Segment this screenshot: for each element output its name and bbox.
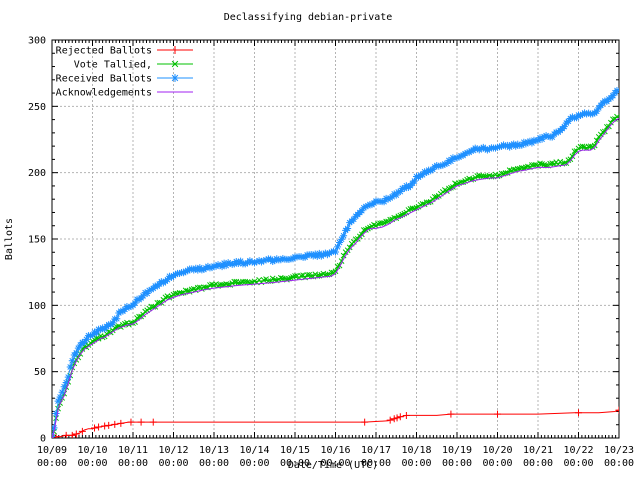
x-tick-label-date: 10/12 [158,445,188,456]
y-axis-label: Ballots [4,218,15,260]
legend-sample-marker-received [171,74,179,82]
x-tick-label-time: 00:00 [482,458,512,469]
legend-label-rejected: Rejected Ballots [56,46,152,57]
y-tick-label: 50 [34,367,46,378]
x-tick-label-date: 10/10 [77,445,107,456]
x-tick-label-time: 00:00 [442,458,472,469]
x-tick-label-date: 10/15 [280,445,310,456]
x-tick-label-date: 10/20 [482,445,512,456]
x-tick-label-date: 10/13 [199,445,229,456]
series-layer [52,86,619,438]
y-tick-label: 200 [28,168,46,179]
tick-marks [51,39,620,439]
tick-labels: 0 50 100 150 200 250 300 10/09 00:00 10/10 00:00 10… [28,36,634,470]
y-tick-label: 250 [28,102,46,113]
grid [52,40,619,438]
x-tick-label-time: 00:00 [118,458,148,469]
legend-label-received: Received Ballots [56,74,152,85]
series-tallied [52,113,619,438]
legend-sample-marker-rejected [171,46,179,54]
x-tick-label-date: 10/22 [563,445,593,456]
series-acknowledgements-line [52,117,619,438]
x-tick-label-time: 00:00 [563,458,593,469]
x-tick-label-date: 10/18 [401,445,431,456]
x-tick-label-time: 00:00 [401,458,431,469]
series-rejected-line [52,409,619,438]
x-tick-label-date: 10/19 [442,445,472,456]
y-tick-label: 150 [28,235,46,246]
x-tick-label-date: 10/14 [239,445,269,456]
x-tick-label-date: 10/11 [118,445,148,456]
series-rejected [52,406,619,438]
x-axis-label: Date/Time (UTC) [288,460,378,471]
x-tick-label-time: 00:00 [37,458,67,469]
x-tick-label-time: 00:00 [604,458,634,469]
x-tick-label-date: 10/23 [604,445,634,456]
x-tick-label-date: 10/21 [523,445,553,456]
x-tick-label-time: 00:00 [239,458,269,469]
series-acknowledgements [52,117,619,438]
series-tallied-line [52,115,619,438]
x-tick-label-time: 00:00 [320,458,350,469]
y-tick-label: 300 [28,36,46,47]
series-received [52,86,619,438]
legend-sample-marker-tallied [171,60,179,68]
x-tick-label-date: 10/17 [361,445,391,456]
y-tick-label: 0 [40,434,46,445]
y-tick-label: 100 [28,301,46,312]
x-tick-label-time: 00:00 [158,458,188,469]
x-tick-label-time: 00:00 [199,458,229,469]
x-tick-label-time: 00:00 [523,458,553,469]
chart-title: Declassifying debian-private [224,12,393,23]
legend: Rejected Ballots Vote Tallied, Received Ba… [56,46,193,99]
x-tick-label-date: 10/16 [320,445,350,456]
x-tick-label-time: 00:00 [77,458,107,469]
x-tick-label-time: 00:00 [361,458,391,469]
legend-label-tallied: Vote Tallied, [74,60,152,71]
x-tick-label-date: 10/09 [37,445,67,456]
series-received-line [52,88,619,438]
x-tick-label-time: 00:00 [280,458,310,469]
legend-label-acknowledgements: Acknowledgements [56,88,152,99]
